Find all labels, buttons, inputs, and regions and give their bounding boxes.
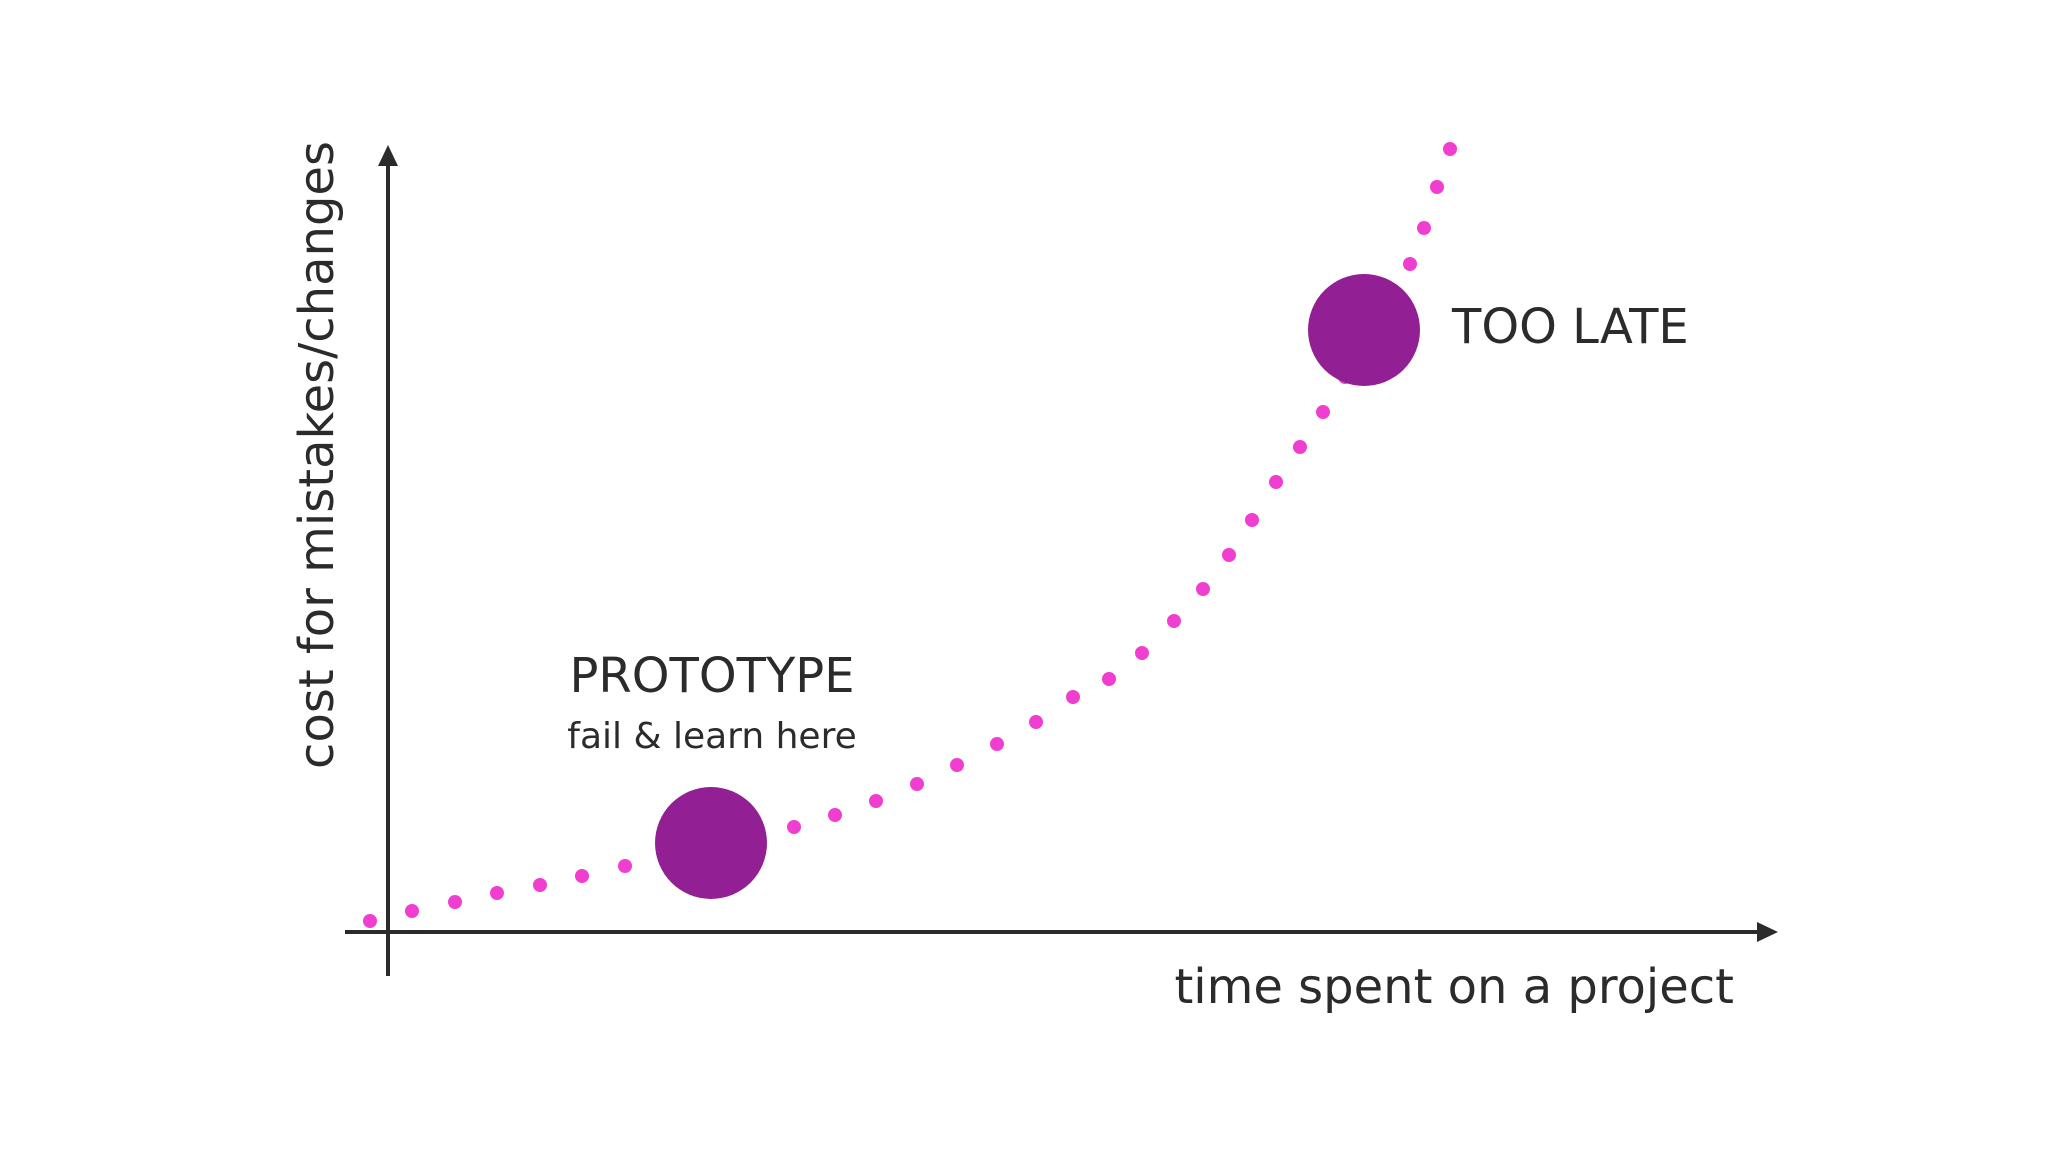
curve-dot: [618, 859, 632, 873]
curve-dot: [448, 895, 462, 909]
curve-dot: [1245, 513, 1259, 527]
curve-dot: [1293, 440, 1307, 454]
x-axis-label: time spent on a project: [1174, 959, 1734, 1015]
curve-dot: [787, 820, 801, 834]
curve-dot: [1403, 257, 1417, 271]
curve-dot: [950, 758, 964, 772]
curve-dot: [1167, 614, 1181, 628]
curve-dot: [405, 904, 419, 918]
curve-dot: [1443, 142, 1457, 156]
curve-dot: [990, 737, 1004, 751]
curve-dots: [363, 142, 1457, 928]
curve-dot: [490, 886, 504, 900]
y-axis-arrow-icon: [378, 145, 398, 166]
x-axis-arrow-icon: [1757, 922, 1778, 942]
curve-dot: [1029, 715, 1043, 729]
curve-dot: [1066, 690, 1080, 704]
curve-dot: [575, 869, 589, 883]
curve-dot: [1102, 672, 1116, 686]
curve-dot: [1269, 475, 1283, 489]
too-late-marker: [1308, 274, 1420, 386]
curve-dot: [910, 777, 924, 791]
curve-dot: [1316, 405, 1330, 419]
prototype-marker: [655, 787, 767, 899]
curve-dot: [1196, 582, 1210, 596]
curve-dot: [1430, 180, 1444, 194]
curve-dot: [1222, 548, 1236, 562]
prototype-title: PROTOTYPE: [569, 648, 854, 704]
y-axis-label: cost for mistakes/changes: [289, 141, 345, 769]
too-late-title: TOO LATE: [1451, 299, 1689, 355]
axes: [345, 145, 1778, 976]
prototype-subtitle: fail & learn here: [567, 716, 856, 757]
curve-dot: [363, 914, 377, 928]
curve-dot: [828, 808, 842, 822]
curve-dot: [869, 794, 883, 808]
curve-dot: [533, 878, 547, 892]
curve-dot: [1417, 221, 1431, 235]
curve-dot: [1135, 646, 1149, 660]
